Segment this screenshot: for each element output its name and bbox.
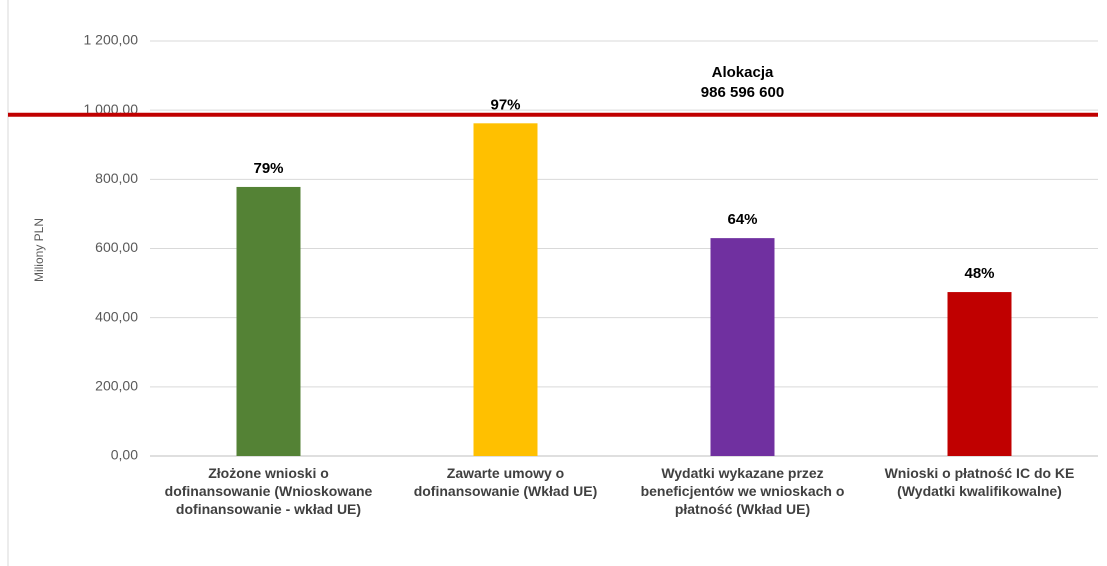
y-tick-label: 400,00 (95, 308, 138, 324)
y-tick-label: 1 200,00 (84, 32, 139, 48)
bar (710, 238, 775, 456)
bar (473, 123, 538, 456)
data-label: 64% (727, 211, 757, 228)
y-tick-label: 600,00 (95, 239, 138, 255)
reference-label: Alokacja (712, 64, 774, 81)
reference-value-label: 986 596 600 (701, 84, 784, 101)
y-tick-label: 200,00 (95, 378, 138, 394)
x-tick-label-box: Zawarte umowy o dofinansowanie (Wkład UE… (413, 465, 598, 499)
bar (947, 292, 1012, 456)
x-tick-label-box: Złożone wnioski o dofinansowanie (Wniosk… (164, 465, 373, 517)
x-tick-label-box: Wnioski o płatność IC do KE (Wydatki kwa… (884, 465, 1075, 499)
y-tick-label: 800,00 (95, 170, 138, 186)
data-label: 97% (490, 96, 520, 113)
x-tick-label: Zawarte umowy o dofinansowanie (Wkład UE… (413, 465, 598, 499)
y-tick-label: 0,00 (111, 447, 138, 463)
x-tick-label: Wnioski o płatność IC do KE (Wydatki kwa… (884, 465, 1075, 499)
bar (236, 186, 301, 457)
data-label: 79% (253, 160, 283, 177)
x-tick-label: Złożone wnioski o dofinansowanie (Wniosk… (164, 465, 373, 517)
x-tick-label-box: Wydatki wykazane przez beneficjentów we … (640, 465, 845, 517)
y-axis-label: Miliony PLN (32, 218, 46, 282)
data-label: 48% (964, 265, 994, 282)
x-tick-label: Wydatki wykazane przez beneficjentów we … (640, 465, 845, 517)
